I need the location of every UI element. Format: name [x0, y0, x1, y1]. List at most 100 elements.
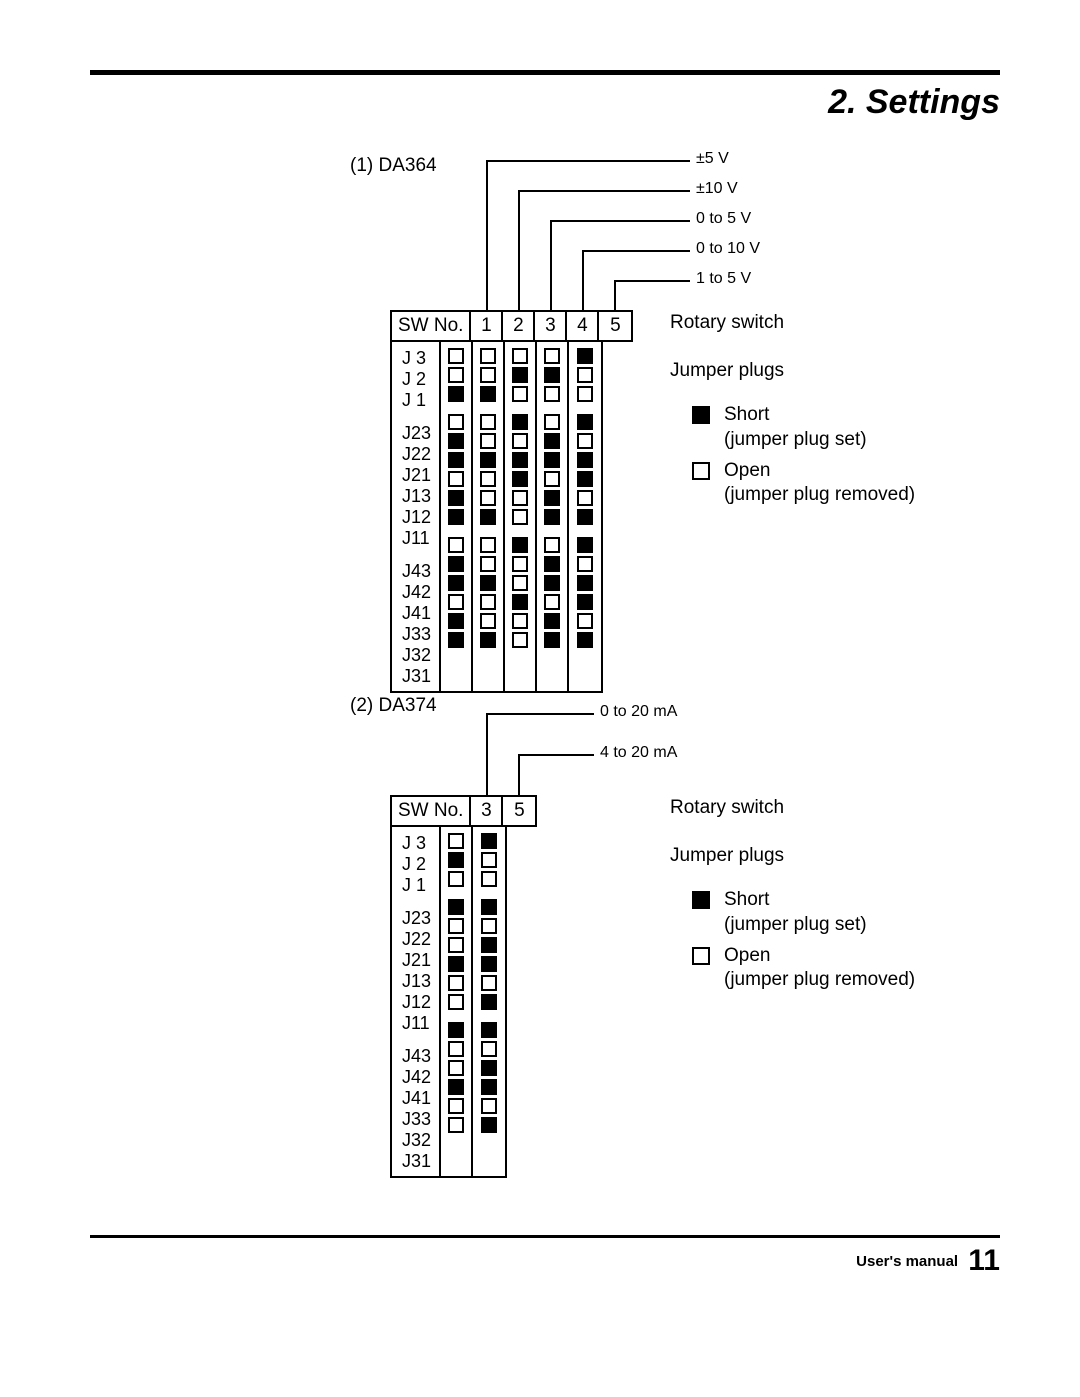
jumper-col-4 — [537, 342, 569, 691]
jumper-open-icon — [577, 367, 593, 383]
jumper-short-icon — [544, 490, 560, 506]
jumper-short-icon — [544, 433, 560, 449]
jumper-open-icon — [512, 575, 528, 591]
jumper-short-icon — [544, 575, 560, 591]
jumper-short-icon — [544, 452, 560, 468]
page-title: 2. Settings — [828, 83, 1000, 122]
jumper-short-icon — [481, 1060, 497, 1076]
jumper-open-icon — [544, 414, 560, 430]
jumper-short-icon — [544, 367, 560, 383]
jumper-short-icon — [481, 994, 497, 1010]
jumper-label-J12: J12 — [402, 507, 431, 528]
sw-col-5: 5 — [503, 797, 535, 825]
sw-col-1: 1 — [471, 312, 503, 340]
footer-label: User's manual — [856, 1253, 958, 1270]
sw-header-row-da374: SW No.35 — [390, 795, 537, 827]
jumper-short-icon — [481, 899, 497, 915]
jumper-col-2 — [473, 342, 505, 691]
jumper-label-J42: J42 — [402, 582, 431, 603]
jumper-short-icon — [577, 471, 593, 487]
jumper-table-da374: J 3J 2J 1J23J22J21J13J12J11J43J42J41J33J… — [390, 827, 507, 1178]
lead-label: 0 to 5 V — [696, 210, 751, 228]
lead-lines-da374: 0 to 20 mA4 to 20 mA — [390, 713, 790, 795]
jumper-row-labels: J 3J 2J 1J23J22J21J13J12J11J43J42J41J33J… — [392, 342, 441, 691]
jumper-label-J12: J12 — [402, 992, 431, 1013]
jumper-short-icon — [544, 556, 560, 572]
jumper-open-icon — [448, 1060, 464, 1076]
jumper-col-3 — [505, 342, 537, 691]
jumper-open-icon — [481, 871, 497, 887]
jumper-label-J31: J31 — [402, 666, 431, 687]
jumper-col-5 — [569, 342, 601, 691]
jumper-short-icon — [577, 414, 593, 430]
legend-open-text-2: Open (jumper plug removed) — [724, 944, 915, 993]
lead-label: ±5 V — [696, 150, 729, 168]
jumper-open-icon — [480, 348, 496, 364]
jumper-plugs-label-2: Jumper plugs — [670, 843, 915, 869]
jumper-open-icon — [480, 556, 496, 572]
legend-short-text-2: Short (jumper plug set) — [724, 888, 867, 937]
jumper-label-J11: J11 — [402, 1013, 431, 1034]
lead-lines-da364: ±5 V±10 V0 to 5 V0 to 10 V1 to 5 V — [390, 160, 790, 310]
sw-no-label: SW No. — [392, 312, 471, 340]
jumper-short-icon — [448, 386, 464, 402]
jumper-short-icon — [448, 490, 464, 506]
jumper-open-icon — [481, 1041, 497, 1057]
jumper-open-icon — [512, 433, 528, 449]
jumper-open-icon — [512, 613, 528, 629]
jumper-open-icon — [480, 433, 496, 449]
jumper-short-icon — [577, 348, 593, 364]
jumper-open-icon — [512, 348, 528, 364]
jumper-label-J43: J43 — [402, 1046, 431, 1067]
jumper-short-icon — [481, 1117, 497, 1133]
jumper-open-icon — [448, 1098, 464, 1114]
sw-no-label: SW No. — [392, 797, 471, 825]
jumper-open-icon — [480, 594, 496, 610]
jumper-label-J32: J32 — [402, 645, 431, 666]
lead-label: ±10 V — [696, 180, 738, 198]
short-icon — [692, 891, 710, 909]
jumper-label-J33: J33 — [402, 624, 431, 645]
jumper-open-icon — [480, 414, 496, 430]
jumper-short-icon — [480, 386, 496, 402]
jumper-short-icon — [448, 452, 464, 468]
jumper-open-icon — [448, 414, 464, 430]
jumper-open-icon — [448, 975, 464, 991]
jumper-short-icon — [480, 452, 496, 468]
lead-label: 1 to 5 V — [696, 270, 751, 288]
footer-rule — [90, 1235, 1000, 1238]
jumper-col-3 — [441, 827, 473, 1176]
jumper-short-icon — [448, 632, 464, 648]
jumper-plugs-label: Jumper plugs — [670, 358, 915, 384]
jumper-label-J31: J31 — [402, 1151, 431, 1172]
jumper-short-icon — [512, 537, 528, 553]
jumper-short-icon — [480, 509, 496, 525]
jumper-open-icon — [481, 1098, 497, 1114]
jumper-short-icon — [448, 433, 464, 449]
page-number: 11 — [968, 1244, 1000, 1277]
jumper-label-J1: J 1 — [402, 875, 431, 896]
jumper-open-icon — [448, 937, 464, 953]
jumper-short-icon — [481, 956, 497, 972]
jumper-short-icon — [577, 537, 593, 553]
header-rule: 2. Settings — [90, 70, 1000, 75]
jumper-open-icon — [577, 433, 593, 449]
jumper-short-icon — [512, 367, 528, 383]
footer: User's manual 11 — [90, 1244, 1000, 1278]
sw-col-3: 3 — [535, 312, 567, 340]
jumper-short-icon — [448, 956, 464, 972]
jumper-label-J41: J41 — [402, 603, 431, 624]
jumper-short-icon — [544, 613, 560, 629]
jumper-label-J13: J13 — [402, 486, 431, 507]
jumper-short-icon — [480, 632, 496, 648]
jumper-open-icon — [512, 632, 528, 648]
jumper-row-labels: J 3J 2J 1J23J22J21J13J12J11J43J42J41J33J… — [392, 827, 441, 1176]
diagram-da364: ±5 V±10 V0 to 5 V0 to 10 V1 to 5 V SW No… — [390, 310, 633, 693]
jumper-label-J33: J33 — [402, 1109, 431, 1130]
jumper-open-icon — [544, 594, 560, 610]
jumper-short-icon — [481, 937, 497, 953]
jumper-short-icon — [512, 452, 528, 468]
jumper-col-1 — [441, 342, 473, 691]
jumper-label-J11: J11 — [402, 528, 431, 549]
sw-col-2: 2 — [503, 312, 535, 340]
